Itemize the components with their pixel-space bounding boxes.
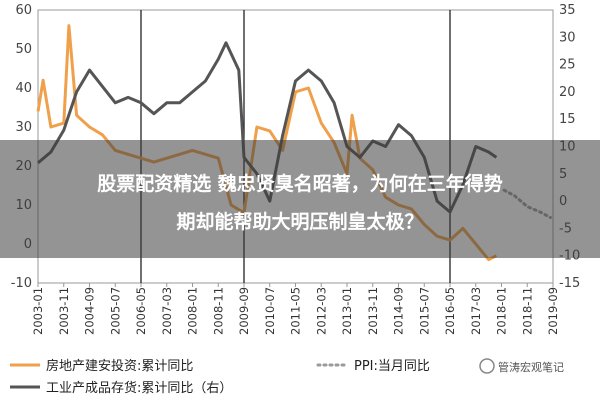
x-tick-label: 2011-05 xyxy=(289,287,303,335)
watermark-text: 管涛宏观笔记 xyxy=(498,360,564,374)
x-tick-label: 2007-03 xyxy=(160,287,174,335)
left-tick-label: 60 xyxy=(15,3,32,18)
x-axis-ticks: 2003-01 2003-11 2004-09 2005-07 2006-05 2007-… xyxy=(31,283,560,335)
x-tick-label: 2015-07 xyxy=(417,287,431,335)
x-tick-label: 2014-09 xyxy=(392,287,406,335)
x-tick-label: 2006-05 xyxy=(134,287,148,335)
left-tick-label: -10 xyxy=(11,276,32,291)
x-tick-label: 2003-11 xyxy=(57,287,71,335)
x-tick-label: 2013-01 xyxy=(340,287,354,335)
x-tick-label: 2003-01 xyxy=(31,287,45,335)
watermark-logo-icon xyxy=(479,358,495,374)
x-tick-label: 2016-05 xyxy=(443,287,457,335)
x-tick-label: 2008-01 xyxy=(186,287,200,335)
x-tick-label: 2018-01 xyxy=(495,287,509,335)
x-tick-label: 2005-07 xyxy=(108,287,122,335)
right-tick-label: 35 xyxy=(559,3,576,18)
left-tick-label: 50 xyxy=(15,42,32,57)
x-tick-label: 2018-11 xyxy=(520,287,534,335)
right-tick-label: 25 xyxy=(559,58,576,73)
right-tick-label: 30 xyxy=(559,30,576,45)
right-tick-label: 20 xyxy=(559,85,576,100)
x-tick-label: 2017-03 xyxy=(469,287,483,335)
legend-label: 房地产建安投资:累计同比 xyxy=(46,358,193,374)
right-tick-label: -15 xyxy=(559,276,580,291)
x-tick-label: 2009-09 xyxy=(237,287,251,335)
x-tick-label: 2004-09 xyxy=(83,287,97,335)
legend-label: PPI:当月同比 xyxy=(354,359,430,374)
x-tick-label: 2012-03 xyxy=(314,287,328,335)
left-tick-label: 40 xyxy=(15,81,32,96)
overlay-band xyxy=(0,140,600,258)
overlay-line-1: 股票配资精选 魏忠贤臭名昭著，为何在三年得势 xyxy=(97,172,503,195)
right-tick-label: 15 xyxy=(559,112,576,127)
left-tick-label: 30 xyxy=(15,120,32,135)
x-tick-label: 2019-09 xyxy=(546,287,560,335)
overlay-line-2: 期却能帮助大明压制皇太极？ xyxy=(176,210,423,233)
x-tick-label: 2008-11 xyxy=(211,287,225,335)
x-tick-label: 2010-07 xyxy=(263,287,277,335)
legend-label: 工业产成品存货:累计同比（右） xyxy=(46,380,232,396)
x-tick-label: 2013-11 xyxy=(366,287,380,335)
watermark-group: 管涛宏观笔记 xyxy=(479,358,564,374)
